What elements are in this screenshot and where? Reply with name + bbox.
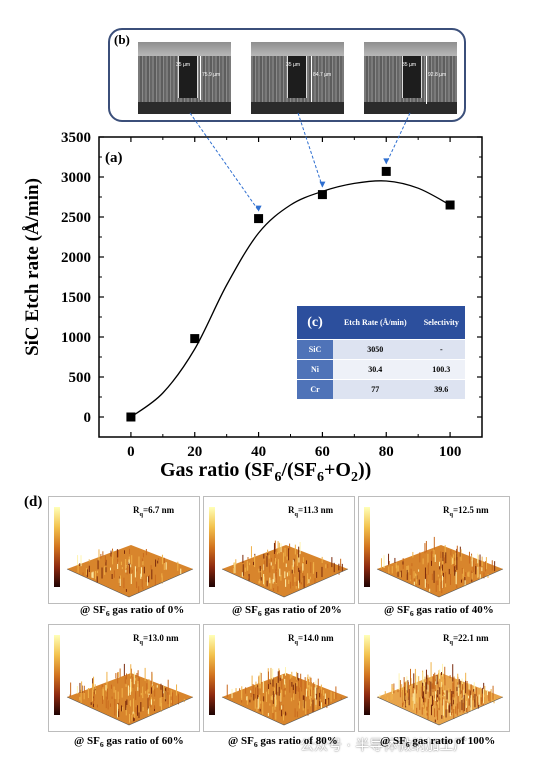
fit-curve	[130, 180, 451, 418]
panel-label-c: (c)	[297, 306, 333, 340]
y-tick-label: 1000	[61, 330, 91, 346]
etch-rate-chart: 0 500 1000 1500 2000 2500 3000 3500 0 20 40 60 80 100	[61, 112, 483, 460]
colorbar	[364, 635, 370, 715]
sem-width-label: 35 µm	[176, 62, 190, 68]
y-tick-label: 0	[84, 410, 92, 426]
sem-width-label: 35 µm	[402, 62, 416, 68]
colorbar	[54, 635, 60, 715]
afm-surface-plot	[66, 663, 194, 726]
afm-caption: @ SF6 gas ratio of 40%	[384, 604, 494, 619]
colorbar	[209, 635, 215, 715]
sem-inset-frame: (b) 35 µm 75.9 µm 35 µm 84.7 µm 35 µm 92…	[108, 28, 466, 122]
sem-depth-label: 92.8 µm	[428, 72, 447, 78]
y-tick-label: 2500	[61, 210, 91, 226]
x-tick-label: 80	[379, 444, 394, 460]
sem-link-line	[189, 112, 259, 211]
afm-surface-plot	[66, 545, 194, 598]
watermark-text: 公众号 · 半导体微纳加工厂	[300, 738, 468, 754]
panel-label-d: (d)	[24, 494, 43, 510]
sem-link-line	[297, 112, 323, 187]
afm-caption: @ SF6 gas ratio of 80%	[228, 735, 338, 750]
afm-caption: @ SF6 gas ratio of 60%	[74, 735, 184, 750]
afm-surface-panel: Rq=22.1 nm	[358, 624, 510, 732]
data-point	[445, 200, 455, 210]
rq-label: Rq=11.3 nm	[288, 505, 334, 518]
rq-label: Rq=12.5 nm	[443, 505, 489, 518]
x-tick-label: 20	[187, 444, 202, 460]
rq-label: Rq=14.0 nm	[288, 633, 334, 646]
y-tick-label: 3000	[61, 170, 91, 186]
x-tick-label: 0	[127, 444, 135, 460]
x-tick-label: 40	[251, 444, 266, 460]
afm-caption: @ SF6 gas ratio of 100%	[380, 735, 496, 750]
table-row: Ni 30.4 100.3	[297, 359, 465, 380]
x-tick-label: 60	[315, 444, 330, 460]
x-axis-label: Gas ratio (SF6/(SF6+O2))	[160, 459, 372, 485]
afm-surface-panel: Rq=6.7 nm	[48, 496, 200, 604]
rq-label: Rq=6.7 nm	[133, 505, 175, 518]
y-tick-label: 3500	[61, 130, 91, 146]
sem-width-label: 35 µm	[286, 62, 300, 68]
table-row: Cr 77 39.6	[297, 379, 465, 400]
sem-link-arrowhead	[319, 181, 326, 188]
y-tick-label: 500	[69, 370, 92, 386]
data-point	[381, 166, 391, 176]
afm-surface-panel: Rq=13.0 nm	[48, 624, 200, 732]
sem-image-1: 35 µm 75.9 µm	[138, 42, 231, 114]
sem-image-2: 35 µm 84.7 µm	[251, 42, 344, 114]
sem-link-line	[385, 112, 411, 164]
x-tick-label: 100	[439, 444, 462, 460]
panel-label-a: (a)	[105, 150, 123, 166]
rq-label: Rq=22.1 nm	[443, 633, 489, 646]
panel-label-b: (b)	[114, 32, 130, 47]
sem-image-3: 35 µm 92.8 µm	[364, 42, 457, 114]
afm-surface-panel: Rq=11.3 nm	[203, 496, 355, 604]
afm-surface-plot	[376, 536, 504, 598]
data-point	[317, 190, 327, 200]
sem-link-arrowhead	[383, 158, 390, 165]
table-header-etch-rate: Etch Rate (Å/min)	[333, 306, 418, 340]
data-point	[126, 412, 136, 422]
rq-label: Rq=13.0 nm	[133, 633, 179, 646]
etch-selectivity-table: (c) Etch Rate (Å/min) Selectivity SiC 30…	[297, 306, 465, 400]
y-axis-label: SiC Etch rate (Å/min)	[22, 178, 43, 356]
afm-surface-plot	[221, 667, 349, 726]
afm-surface-panel: Rq=14.0 nm	[203, 624, 355, 732]
y-tick-label: 2000	[61, 250, 91, 266]
data-point	[190, 334, 200, 344]
afm-surface-panel: Rq=12.5 nm	[358, 496, 510, 604]
sem-link-arrowhead	[255, 205, 262, 212]
sem-depth-label: 84.7 µm	[313, 72, 332, 78]
colorbar	[209, 507, 215, 587]
data-point	[254, 214, 264, 224]
afm-caption: @ SF6 gas ratio of 20%	[232, 604, 342, 619]
afm-caption: @ SF6 gas ratio of 0%	[80, 604, 185, 619]
table-header-selectivity: Selectivity	[417, 306, 465, 340]
colorbar	[364, 507, 370, 587]
table-row: SiC 3050 -	[297, 339, 465, 360]
sem-depth-label: 75.9 µm	[202, 72, 221, 78]
colorbar	[54, 507, 60, 587]
afm-surface-plot	[376, 662, 504, 726]
afm-surface-plot	[221, 540, 349, 598]
y-tick-label: 1500	[61, 290, 91, 306]
